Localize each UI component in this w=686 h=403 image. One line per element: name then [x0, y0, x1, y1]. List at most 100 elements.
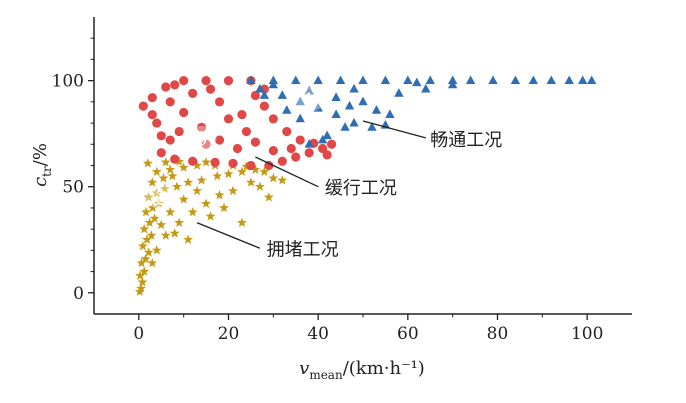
data-point-triangle [425, 75, 435, 85]
data-point-star [151, 187, 162, 198]
data-point-triangle [380, 75, 391, 85]
data-point-circle [318, 143, 328, 154]
data-point-star [250, 164, 261, 174]
data-point-circle [170, 80, 180, 90]
y-tick-label: 100 [52, 72, 84, 92]
data-point-triangle [447, 79, 458, 89]
y-axis-subscript: tr [40, 166, 54, 177]
series-cluster-1 [246, 75, 597, 148]
x-tick-label: 80 [487, 324, 509, 344]
data-point-star [187, 206, 198, 217]
cluster-id-badge [146, 185, 177, 210]
data-point-star [167, 170, 178, 181]
data-point-circle [147, 93, 157, 103]
data-point-triangle [349, 83, 359, 93]
annotation-leader-line [255, 156, 319, 188]
data-point-star [156, 219, 167, 230]
annotation-leader-line [362, 120, 426, 139]
data-point-star [183, 234, 194, 244]
annotation-label: 畅通工况 [430, 130, 502, 151]
data-marks [134, 75, 597, 296]
data-point-circle [223, 76, 234, 86]
x-tick-label: 20 [218, 324, 240, 344]
y-axis-symbol: c [30, 177, 51, 187]
data-point-star [158, 173, 169, 183]
data-point-circle [250, 90, 260, 101]
data-point-circle [201, 139, 211, 149]
x-tick-label: 40 [307, 324, 329, 344]
y-tick-label: 0 [73, 284, 84, 304]
data-point-star [237, 217, 247, 227]
data-point-circle [201, 76, 211, 86]
data-point-star [147, 202, 158, 213]
data-point-circle [268, 146, 278, 156]
data-point-star [147, 177, 158, 187]
data-point-triangle [268, 79, 279, 89]
y-axis-title: ctr/% [30, 143, 54, 187]
data-point-star [146, 230, 157, 240]
data-point-star [139, 266, 150, 276]
data-point-star [159, 183, 170, 194]
data-point-triangle [385, 109, 395, 118]
data-point-star [140, 253, 151, 264]
data-point-star [147, 257, 158, 268]
data-point-triangle [282, 105, 292, 114]
data-point-triangle [335, 75, 346, 85]
data-point-star [277, 175, 288, 185]
data-point-triangle [564, 75, 574, 85]
data-point-circle [152, 118, 162, 128]
data-point-star [165, 206, 176, 217]
cluster-id-label: 1 [303, 90, 315, 112]
data-point-circle [147, 109, 157, 120]
annotation-leader-line [196, 222, 261, 249]
data-point-circle [165, 97, 175, 107]
data-point-star [149, 213, 160, 223]
data-point-triangle [344, 100, 355, 110]
data-point-circle [188, 156, 198, 166]
data-point-circle [188, 88, 198, 98]
data-point-star [141, 206, 151, 217]
data-point-circle [223, 114, 234, 124]
data-point-star [136, 257, 147, 268]
data-point-star [172, 181, 182, 191]
data-point-star [205, 211, 216, 221]
y-axis-unit: /% [30, 143, 51, 166]
data-point-triangle [304, 139, 314, 148]
data-point-star [245, 177, 256, 187]
series-cluster-2 [134, 156, 288, 296]
data-point-circle [179, 107, 189, 118]
data-point-star [169, 228, 180, 238]
data-point-triangle [277, 90, 287, 99]
data-point-star [201, 198, 212, 208]
data-point-triangle [246, 75, 256, 85]
data-point-triangle [421, 83, 431, 93]
data-point-circle [205, 84, 216, 94]
data-point-star [223, 168, 234, 179]
data-point-star [214, 190, 225, 200]
data-point-circle [156, 131, 166, 141]
data-point-triangle [528, 75, 539, 85]
data-point-triangle [313, 103, 323, 112]
data-point-circle [228, 158, 238, 168]
data-point-circle [322, 150, 332, 160]
data-point-circle [327, 139, 337, 149]
data-point-star [135, 270, 146, 281]
data-point-triangle [358, 75, 368, 85]
data-point-circle [165, 135, 175, 145]
cluster-id-badge [294, 87, 325, 112]
data-point-triangle [546, 75, 556, 85]
data-point-star [237, 166, 247, 177]
data-point-circle [237, 109, 247, 120]
data-point-triangle [304, 86, 314, 95]
data-point-triangle [367, 122, 377, 131]
data-point-star [212, 170, 223, 181]
data-point-circle [170, 154, 180, 164]
data-point-triangle [510, 75, 521, 85]
data-point-circle [304, 148, 314, 158]
data-point-circle [214, 97, 225, 107]
x-tick-label: 60 [397, 324, 419, 344]
x-axis-unit: /(km·h⁻¹) [343, 358, 425, 379]
